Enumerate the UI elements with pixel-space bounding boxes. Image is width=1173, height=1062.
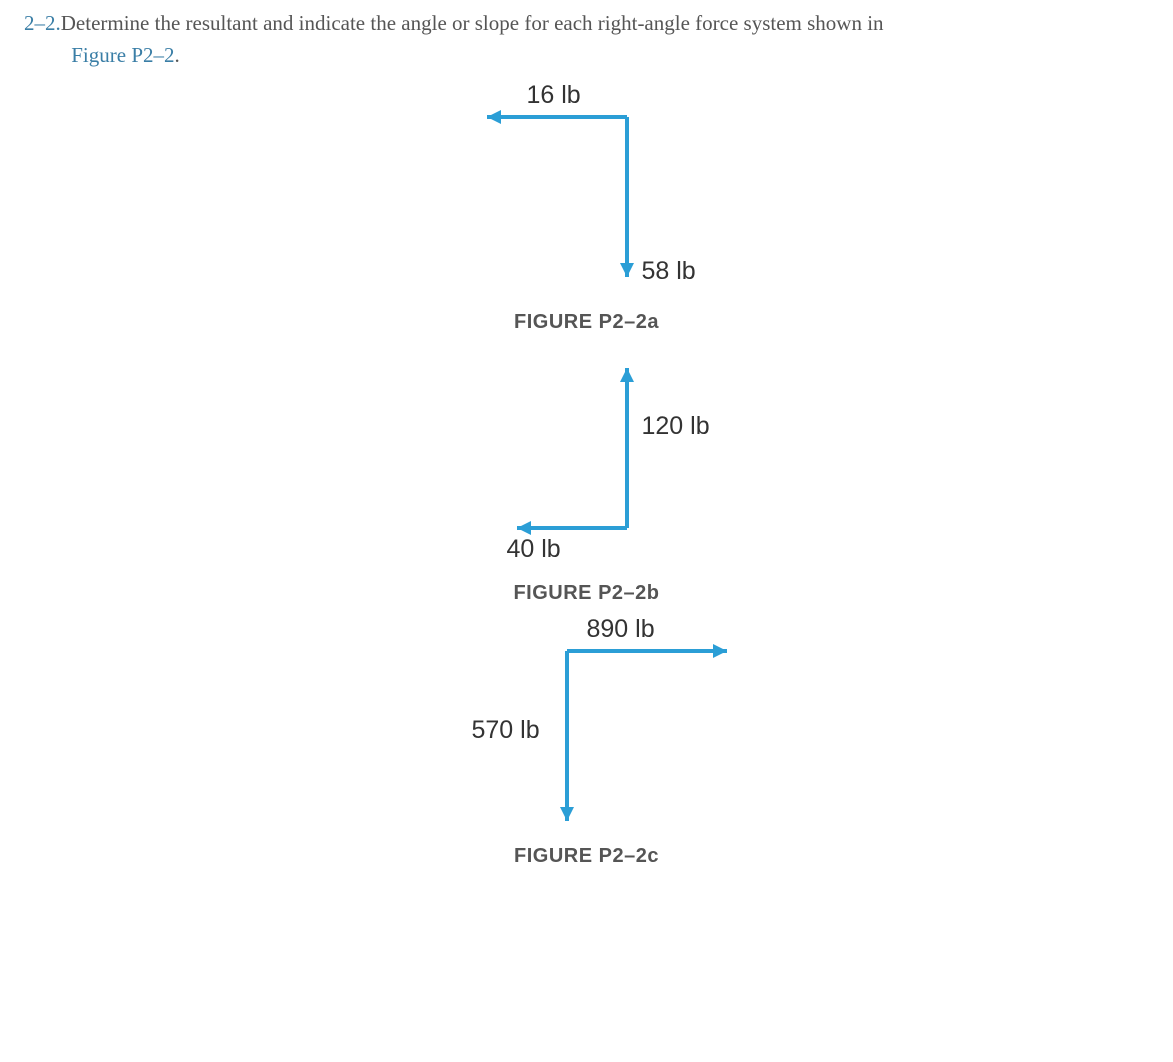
label-120lb: 120 lb bbox=[642, 412, 710, 441]
figure-p2-2c: 890 lb 570 lb bbox=[427, 621, 747, 831]
figure-p2-2b: 120 lb 40 lb bbox=[457, 350, 717, 568]
figure-b-caption: FIGURE P2–2b bbox=[513, 582, 659, 605]
label-16lb: 16 lb bbox=[527, 81, 581, 110]
figures-container: 16 lb 58 lb FIGURE P2–2a 120 lb 40 lb FI… bbox=[0, 79, 1173, 876]
figure-c-caption: FIGURE P2–2c bbox=[514, 845, 659, 868]
problem-body-1: Determine the resultant and indicate the… bbox=[61, 11, 884, 35]
label-40lb: 40 lb bbox=[507, 535, 561, 564]
arrowhead-down-icon bbox=[560, 807, 574, 821]
arrowhead-right-icon bbox=[713, 644, 727, 658]
figure-a-caption: FIGURE P2–2a bbox=[514, 311, 659, 334]
figure-p2-2a: 16 lb 58 lb bbox=[457, 87, 717, 297]
label-890lb: 890 lb bbox=[587, 615, 655, 644]
arrowhead-left-icon bbox=[487, 110, 501, 124]
label-570lb: 570 lb bbox=[472, 716, 540, 745]
arrowhead-up-icon bbox=[620, 368, 634, 382]
arrowhead-left-icon bbox=[517, 521, 531, 535]
figure-b-svg bbox=[457, 350, 717, 568]
problem-statement: 2–2.Determine the resultant and indicate… bbox=[0, 0, 1173, 79]
arrowhead-down-icon bbox=[620, 263, 634, 277]
problem-number: 2–2. bbox=[24, 11, 61, 35]
problem-body-2: . bbox=[175, 43, 180, 67]
figure-link[interactable]: Figure P2–2 bbox=[71, 43, 174, 67]
label-58lb: 58 lb bbox=[642, 257, 696, 286]
